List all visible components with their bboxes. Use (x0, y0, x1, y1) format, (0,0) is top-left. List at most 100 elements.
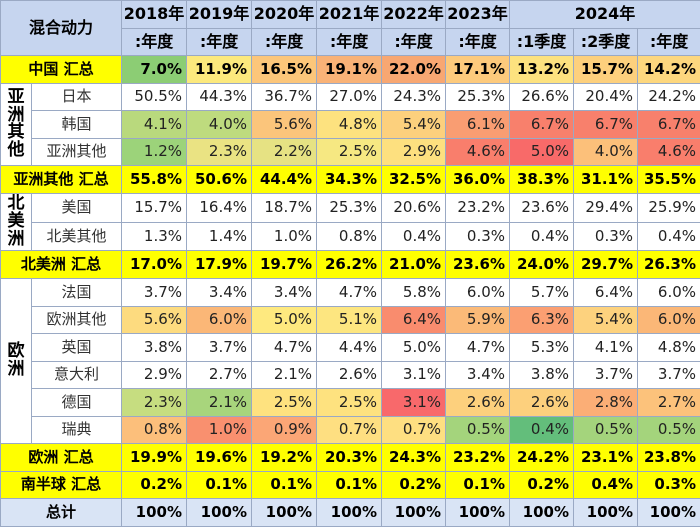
value-cell: 0.2% (381, 470, 447, 500)
table-title: 混合动力 (0, 0, 123, 57)
value-cell: 17.1% (445, 55, 511, 84)
value-cell: 0.8% (121, 415, 188, 445)
year-header: 2021年 (316, 0, 383, 29)
value-cell: 6.4% (381, 305, 447, 335)
value-cell: 2.9% (121, 360, 188, 390)
header-row-periods: :年度:年度:年度:年度:年度:年度:1季度:2季度:年度 (1, 27, 700, 57)
value-cell: 0.4% (573, 470, 639, 500)
value-cell: 44.3% (186, 82, 253, 112)
subtotal-label: 亚洲其他 汇总 (0, 165, 123, 194)
value-cell: 34.3% (316, 165, 383, 194)
value-cell: 23.8% (637, 443, 700, 472)
period-header: :年度 (637, 27, 700, 57)
value-cell: 19.1% (316, 55, 383, 84)
value-cell: 6.7% (637, 110, 700, 139)
value-cell: 5.6% (121, 305, 188, 335)
value-cell: 0.1% (445, 470, 511, 500)
value-cell: 1.0% (186, 415, 253, 445)
value-cell: 2.5% (251, 388, 318, 417)
value-cell: 100% (251, 498, 318, 527)
value-cell: 0.4% (381, 221, 447, 252)
value-cell: 7.0% (121, 55, 188, 84)
subtotal-label: 欧洲 汇总 (0, 443, 123, 472)
subtotal-label: 中国 汇总 (0, 55, 123, 84)
value-cell: 4.8% (316, 110, 383, 139)
value-cell: 24.2% (637, 82, 700, 112)
value-cell: 23.6% (509, 192, 575, 223)
value-cell: 100% (316, 498, 383, 527)
value-cell: 3.7% (121, 278, 188, 307)
period-header: :年度 (121, 27, 188, 57)
value-cell: 4.1% (573, 333, 639, 362)
value-cell: 4.0% (186, 110, 253, 139)
period-header: :年度 (186, 27, 253, 57)
value-cell: 3.1% (381, 360, 447, 390)
country-label: 英国 (30, 333, 123, 362)
value-cell: 3.8% (121, 333, 188, 362)
value-cell: 4.8% (637, 333, 700, 362)
subtotal-row: 北美洲 汇总 17.0% 17.9% 19.7% 26.2% 21.0% 23.6% 24.0… (0, 250, 700, 279)
value-cell: 5.0% (251, 305, 318, 335)
value-cell: 6.0% (637, 305, 700, 335)
value-cell: 23.2% (445, 443, 511, 472)
value-cell: 23.1% (573, 443, 639, 472)
table-row: 瑞典 0.8% 1.0% 0.9% 0.7% 0.7% 0.5% 0.4% 0.5% 0.5% (1, 415, 700, 445)
value-cell: 35.5% (637, 165, 700, 194)
value-cell: 25.3% (445, 82, 511, 112)
value-cell: 5.6% (251, 110, 318, 139)
subtotal-label: 南半球 汇总 (0, 470, 123, 500)
value-cell: 6.4% (573, 278, 639, 307)
value-cell: 15.7% (573, 55, 639, 84)
year-header: 2023年 (445, 0, 511, 29)
value-cell: 16.4% (186, 192, 253, 223)
value-cell: 3.1% (381, 388, 447, 417)
value-cell: 5.9% (445, 305, 511, 335)
value-cell: 0.5% (445, 415, 511, 445)
subtotal-row: 中国 汇总 7.0% 11.9% 16.5% 19.1% 22.0% 17.1% 13.2% 1… (0, 55, 700, 84)
region-label: 北美洲 (0, 192, 32, 252)
value-cell: 5.4% (381, 110, 447, 139)
subtotal-row: 南半球 汇总 0.2% 0.1% 0.1% 0.1% 0.2% 0.1% 0.2% 0.4% 0.… (0, 470, 700, 500)
table-row: 亚洲其他 1.2% 2.3% 2.2% 2.5% 2.9% 4.6% 5.0% 4.0% 4.6% (1, 137, 700, 167)
value-cell: 6.0% (637, 278, 700, 307)
period-header: :年度 (316, 27, 383, 57)
value-cell: 4.7% (316, 278, 383, 307)
value-cell: 24.3% (381, 443, 447, 472)
value-cell: 2.8% (573, 388, 639, 417)
country-label: 北美其他 (30, 221, 123, 252)
subtotal-row: 欧洲 汇总 19.9% 19.6% 19.2% 20.3% 24.3% 23.2% 24.2%… (0, 443, 700, 472)
value-cell: 29.7% (573, 250, 639, 279)
year-header: 2022年 (381, 0, 447, 29)
value-cell: 24.2% (509, 443, 575, 472)
period-header: :年度 (251, 27, 318, 57)
value-cell: 23.2% (445, 192, 511, 223)
value-cell: 0.5% (573, 415, 639, 445)
value-cell: 100% (121, 498, 188, 527)
value-cell: 36.7% (251, 82, 318, 112)
table-row: 德国 2.3% 2.1% 2.5% 2.5% 3.1% 2.6% 2.6% 2.8% 2.7% (1, 388, 700, 417)
country-label: 美国 (30, 192, 123, 223)
period-header: :1季度 (509, 27, 575, 57)
value-cell: 1.2% (121, 137, 188, 167)
value-cell: 2.9% (381, 137, 447, 167)
value-cell: 20.6% (381, 192, 447, 223)
grand-total-label: 总计 (0, 498, 123, 527)
value-cell: 0.8% (316, 221, 383, 252)
value-cell: 0.3% (573, 221, 639, 252)
table-row: 北美洲 美国 15.7% 16.4% 18.7% 25.3% 20.6% 23.2% 23.6%… (0, 192, 700, 252)
value-cell: 0.4% (509, 221, 575, 252)
value-cell: 1.0% (251, 221, 318, 252)
value-cell: 0.1% (251, 470, 318, 500)
value-cell: 0.5% (637, 415, 700, 445)
value-cell: 4.7% (251, 333, 318, 362)
year-header: 2024年 (509, 0, 700, 29)
year-header: 2019年 (186, 0, 253, 29)
value-cell: 0.3% (637, 470, 700, 500)
value-cell: 44.4% (251, 165, 318, 194)
grand-total-row: 总计 100% 100% 100% 100% 100% 100% 100% 100% 100% (0, 498, 700, 527)
value-cell: 0.4% (637, 221, 700, 252)
value-cell: 1.4% (186, 221, 253, 252)
country-label: 德国 (30, 388, 123, 417)
value-cell: 2.6% (316, 360, 383, 390)
